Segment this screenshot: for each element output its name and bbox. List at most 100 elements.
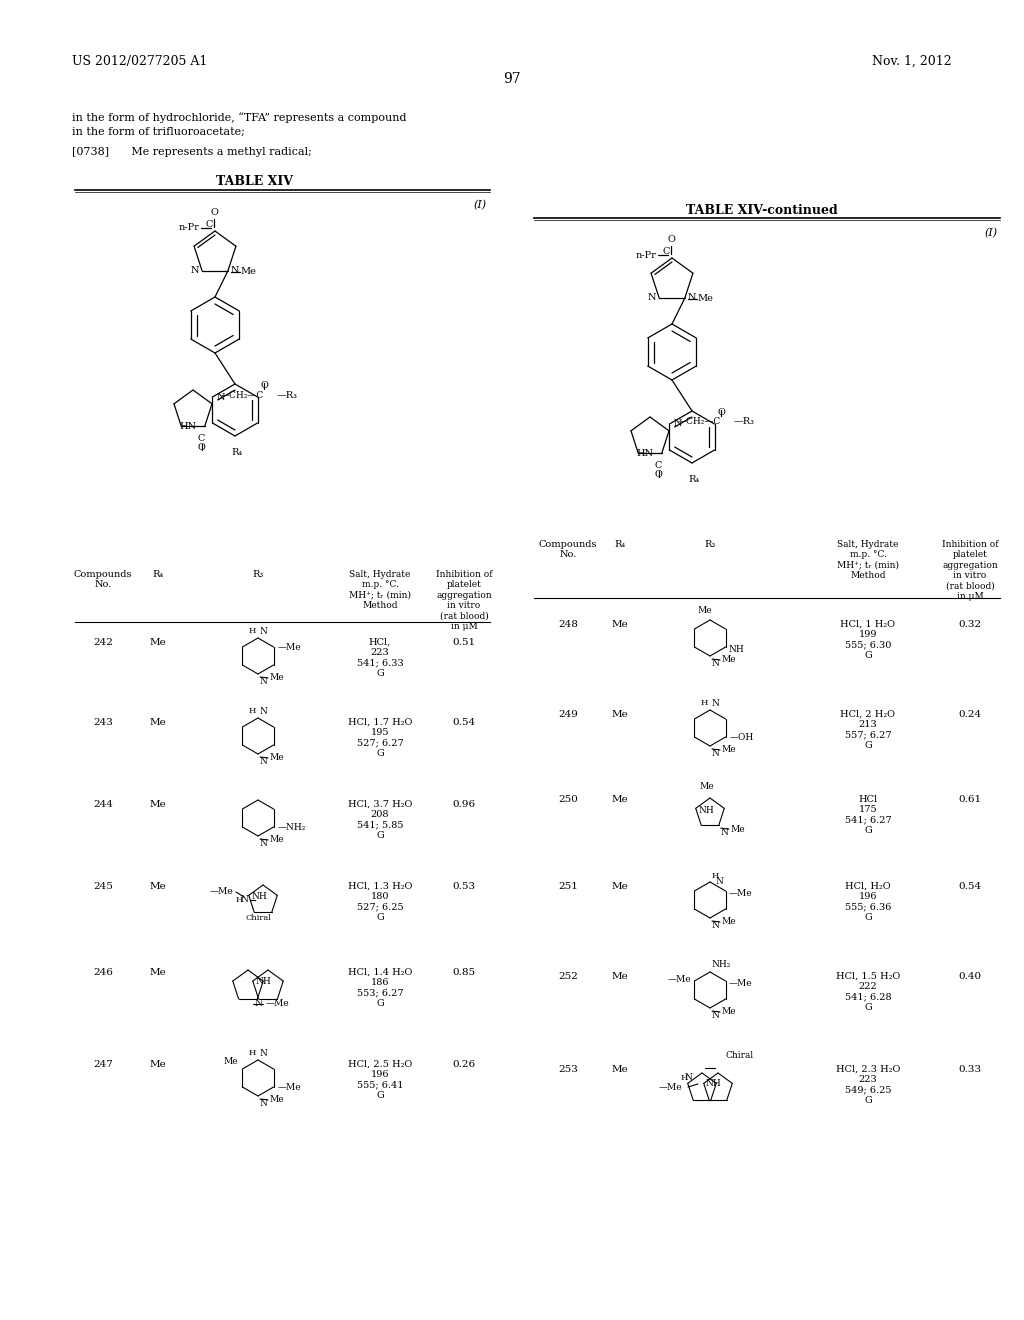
Text: Me: Me	[150, 800, 166, 809]
Text: HCl, 1.3 H₂O
180
527; 6.25
G: HCl, 1.3 H₂O 180 527; 6.25 G	[348, 882, 413, 923]
Text: Inhibition of
platelet
aggregation
in vitro
(rat blood)
in μM: Inhibition of platelet aggregation in vi…	[942, 540, 998, 601]
Text: 253: 253	[558, 1065, 578, 1074]
Text: N: N	[721, 828, 729, 837]
Text: N: N	[712, 700, 720, 708]
Text: N: N	[712, 748, 720, 758]
Text: Me: Me	[270, 836, 285, 845]
Text: NH₂: NH₂	[712, 960, 731, 969]
Text: N: N	[231, 267, 240, 276]
Text: R₃: R₃	[252, 570, 263, 579]
Text: R₃: R₃	[705, 540, 716, 549]
Text: (I): (I)	[474, 201, 487, 210]
Text: Chiral: Chiral	[245, 913, 271, 921]
Text: 245: 245	[93, 882, 113, 891]
Text: 0.85: 0.85	[453, 968, 475, 977]
Text: Me: Me	[241, 267, 257, 276]
Text: 249: 249	[558, 710, 578, 719]
Text: —R₃: —R₃	[733, 417, 755, 426]
Text: 0.54: 0.54	[453, 718, 475, 727]
Text: Me: Me	[611, 882, 629, 891]
Text: C: C	[654, 461, 662, 470]
Text: HN: HN	[637, 449, 653, 458]
Text: R₄: R₄	[688, 475, 699, 484]
Text: —OH: —OH	[729, 734, 754, 742]
Text: NH: NH	[698, 807, 715, 814]
Text: Me: Me	[611, 620, 629, 630]
Text: Me: Me	[224, 1057, 239, 1067]
Text: H: H	[249, 708, 256, 715]
Text: —Me: —Me	[658, 1084, 682, 1093]
Text: O: O	[198, 444, 206, 453]
Text: Chiral: Chiral	[725, 1051, 753, 1060]
Text: 0.32: 0.32	[958, 620, 982, 630]
Text: Me: Me	[611, 972, 629, 981]
Text: HCl, 1.4 H₂O
186
553; 6.27
G: HCl, 1.4 H₂O 186 553; 6.27 G	[348, 968, 413, 1008]
Text: TABLE XIV-continued: TABLE XIV-continued	[686, 205, 838, 216]
Text: 0.51: 0.51	[453, 638, 475, 647]
Text: in the form of hydrochloride, “TFA” represents a compound: in the form of hydrochloride, “TFA” repr…	[72, 112, 407, 123]
Text: R₄: R₄	[153, 570, 164, 579]
Text: NH: NH	[252, 892, 267, 900]
Text: C: C	[197, 434, 205, 442]
Text: O: O	[260, 381, 268, 389]
Text: Me: Me	[150, 1060, 166, 1069]
Text: —CH₂—C: —CH₂—C	[678, 417, 721, 426]
Text: 244: 244	[93, 800, 113, 809]
Text: O: O	[718, 408, 725, 417]
Text: N: N	[712, 921, 720, 931]
Text: N: N	[260, 708, 268, 715]
Text: N: N	[260, 627, 268, 636]
Text: H: H	[249, 1049, 256, 1057]
Text: 246: 246	[93, 968, 113, 977]
Text: HN: HN	[179, 421, 197, 430]
Text: Compounds
No.: Compounds No.	[74, 570, 132, 590]
Text: N: N	[260, 677, 268, 686]
Text: N: N	[712, 659, 720, 668]
Text: N: N	[716, 878, 724, 887]
Text: —Me: —Me	[729, 978, 753, 987]
Text: H: H	[249, 627, 256, 635]
Text: 0.40: 0.40	[958, 972, 982, 981]
Text: N: N	[647, 293, 656, 302]
Text: N: N	[254, 999, 262, 1008]
Text: —Me: —Me	[266, 999, 290, 1008]
Text: HCl, H₂O
196
555; 6.36
G: HCl, H₂O 196 555; 6.36 G	[845, 882, 891, 923]
Text: N: N	[216, 392, 225, 401]
Text: N: N	[712, 1011, 720, 1020]
Text: O: O	[210, 209, 218, 216]
Text: 0.54: 0.54	[958, 882, 982, 891]
Text: Me: Me	[611, 1065, 629, 1074]
Text: —Me: —Me	[729, 888, 753, 898]
Text: 0.96: 0.96	[453, 800, 475, 809]
Text: 243: 243	[93, 718, 113, 727]
Text: O: O	[667, 235, 675, 244]
Text: Me: Me	[697, 606, 713, 615]
Text: —Me: —Me	[278, 1084, 301, 1093]
Text: Me: Me	[150, 882, 166, 891]
Text: N: N	[190, 267, 199, 276]
Text: H: H	[712, 873, 720, 880]
Text: Me: Me	[731, 825, 745, 834]
Text: H: H	[681, 1074, 688, 1082]
Text: n-Pr: n-Pr	[178, 223, 199, 232]
Text: NH: NH	[706, 1078, 722, 1088]
Text: HCl, 1 H₂O
199
555; 6.30
G: HCl, 1 H₂O 199 555; 6.30 G	[841, 620, 896, 660]
Text: —CH₂—C: —CH₂—C	[221, 391, 264, 400]
Text: Nov. 1, 2012: Nov. 1, 2012	[872, 55, 952, 69]
Text: Me: Me	[698, 294, 714, 304]
Text: Inhibition of
platelet
aggregation
in vitro
(rat blood)
in μM: Inhibition of platelet aggregation in vi…	[436, 570, 493, 631]
Text: in the form of trifluoroacetate;: in the form of trifluoroacetate;	[72, 127, 245, 137]
Text: Me: Me	[722, 917, 736, 927]
Text: Me: Me	[270, 754, 285, 763]
Text: HCl, 2 H₂O
213
557; 6.27
G: HCl, 2 H₂O 213 557; 6.27 G	[841, 710, 896, 750]
Text: —Me: —Me	[668, 974, 691, 983]
Text: N: N	[260, 756, 268, 766]
Text: N: N	[684, 1073, 692, 1082]
Text: US 2012/0277205 A1: US 2012/0277205 A1	[72, 55, 208, 69]
Text: n-Pr: n-Pr	[635, 251, 656, 260]
Text: HCl, 2.5 H₂O
196
555; 6.41
G: HCl, 2.5 H₂O 196 555; 6.41 G	[348, 1060, 412, 1100]
Text: 0.24: 0.24	[958, 710, 982, 719]
Text: Me: Me	[611, 795, 629, 804]
Text: N: N	[240, 895, 248, 904]
Text: Salt, Hydrate
m.p. °C.
MH⁺; tᵣ (min)
Method: Salt, Hydrate m.p. °C. MH⁺; tᵣ (min) Met…	[837, 540, 899, 581]
